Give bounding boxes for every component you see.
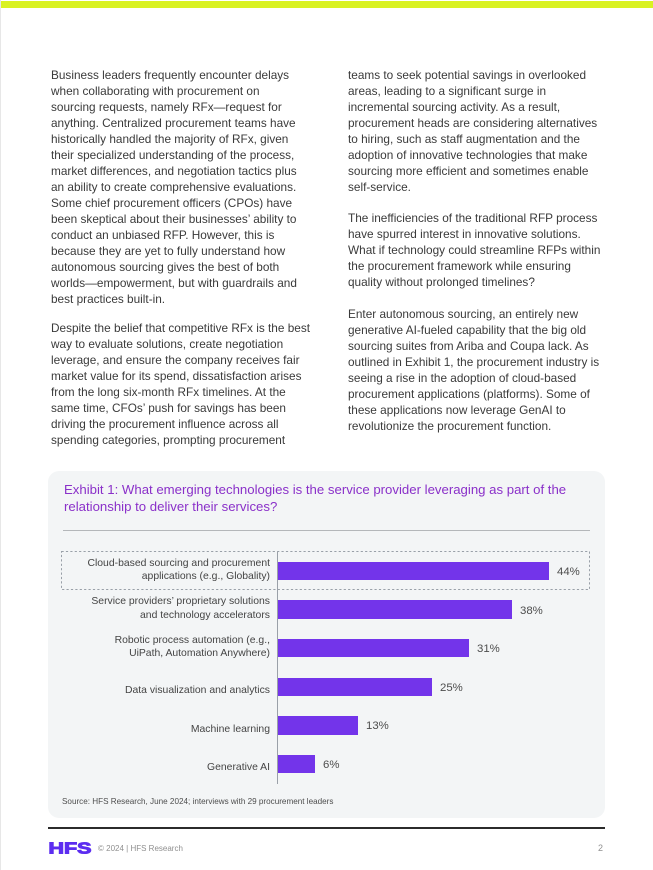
svg-text:HFS: HFS [49,840,92,856]
